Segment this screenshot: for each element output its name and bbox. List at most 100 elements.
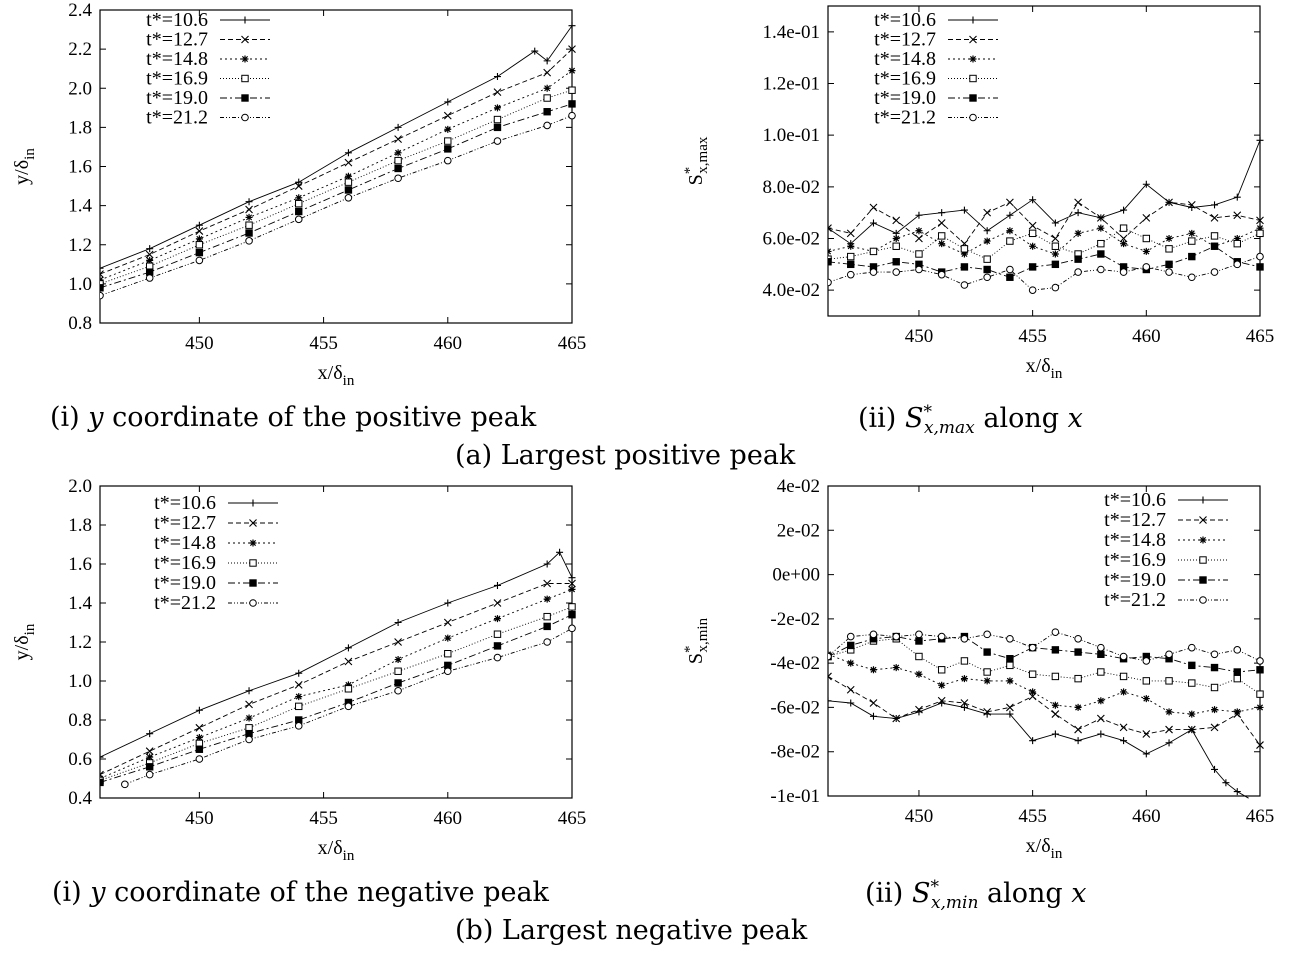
data-point xyxy=(195,227,204,235)
data-point xyxy=(1120,206,1128,214)
data-point xyxy=(100,291,104,300)
data-point xyxy=(1006,237,1014,245)
x-tick-label: 460 xyxy=(1132,326,1161,347)
data-point xyxy=(1074,648,1082,656)
series-t*=16.9 xyxy=(100,603,576,785)
y-tick-label: 1.8 xyxy=(68,515,92,536)
data-point xyxy=(983,255,991,263)
legend-entry: t*=19.0 xyxy=(874,87,998,109)
data-point xyxy=(1142,750,1150,758)
data-point xyxy=(1119,723,1128,732)
data-point xyxy=(394,679,402,687)
chart-b-ii-svg: -1e-01 -8e-02 -6e-02 -4e-02 -2e-02 0e+00 2e-02… xyxy=(682,476,1274,862)
legend-entry: t*=16.9 xyxy=(154,552,278,574)
data-point xyxy=(1256,136,1264,144)
data-point xyxy=(960,250,968,258)
data-point xyxy=(960,263,969,271)
legend-marker xyxy=(241,35,249,44)
data-point xyxy=(1233,674,1241,683)
data-point xyxy=(1142,247,1150,255)
data-point xyxy=(1074,674,1082,683)
legend-entry: t*=10.6 xyxy=(154,492,278,514)
caption-a-ii-sym: S xyxy=(904,403,924,434)
data-point xyxy=(543,108,551,116)
data-point xyxy=(1256,229,1264,238)
data-point xyxy=(1187,201,1196,209)
data-point xyxy=(543,84,551,92)
legend-entry: t*=14.8 xyxy=(154,532,278,554)
data-point xyxy=(1074,268,1082,276)
data-point xyxy=(394,135,402,144)
data-point xyxy=(1028,643,1037,652)
data-point xyxy=(1142,730,1151,738)
y-axis-label: S*x,min xyxy=(682,617,711,664)
legend-label: t*=14.8 xyxy=(874,48,936,70)
caption-b-i-var: y xyxy=(90,877,106,908)
legend-marker xyxy=(969,16,977,24)
data-point xyxy=(195,723,204,732)
data-point xyxy=(960,245,969,253)
data-point xyxy=(1142,263,1151,271)
legend-label: t*=16.9 xyxy=(146,68,208,90)
data-point xyxy=(1165,677,1173,685)
legend-marker xyxy=(969,113,977,122)
data-point xyxy=(195,745,204,753)
legend-marker xyxy=(1199,516,1207,524)
legend-marker xyxy=(241,16,249,24)
data-point xyxy=(847,242,855,250)
data-point xyxy=(960,675,968,683)
y-tick-label: 1.0 xyxy=(68,671,92,692)
data-point xyxy=(1074,209,1082,217)
data-point xyxy=(394,619,402,626)
data-point xyxy=(915,705,923,714)
legend-label: t*=16.9 xyxy=(1104,549,1166,571)
data-point xyxy=(915,630,923,639)
data-point xyxy=(1142,695,1150,703)
plot-frame xyxy=(827,5,1261,317)
data-point xyxy=(100,778,104,787)
data-point xyxy=(1097,650,1105,658)
data-point xyxy=(195,235,203,243)
series-line xyxy=(828,140,1261,245)
series-t*=19.0 xyxy=(100,611,576,787)
series-line xyxy=(100,103,573,289)
data-point xyxy=(869,666,877,674)
data-point xyxy=(543,68,552,77)
data-point xyxy=(892,242,900,250)
data-point xyxy=(245,237,253,245)
caption-a-i: (i) y coordinate of the positive peak xyxy=(50,402,536,433)
legend-marker xyxy=(241,94,249,102)
y-tick-label: 1.8 xyxy=(68,117,92,138)
series-t*=14.8 xyxy=(828,650,1264,718)
y-tick-label: 4e-02 xyxy=(777,476,820,497)
caption-a-i-var: y xyxy=(88,402,104,433)
legend-marker xyxy=(969,94,977,102)
legend-marker xyxy=(249,579,257,587)
data-point xyxy=(1210,663,1219,672)
series-t*=10.6 xyxy=(828,697,1249,799)
data-point xyxy=(847,260,855,269)
data-point xyxy=(295,194,303,202)
legend-entry: t*=21.2 xyxy=(154,592,278,614)
data-point xyxy=(1051,730,1059,738)
series-t*=19.0 xyxy=(100,100,576,292)
data-point xyxy=(394,638,402,646)
series-t*=21.2 xyxy=(828,252,1264,294)
data-point xyxy=(1074,737,1082,745)
data-point xyxy=(543,595,551,603)
data-point xyxy=(1165,650,1173,659)
series-t*=21.2 xyxy=(121,624,576,789)
legend-entry: t*=21.2 xyxy=(874,107,998,129)
data-point xyxy=(828,224,832,233)
data-point xyxy=(493,653,502,662)
data-point xyxy=(295,199,303,208)
data-point xyxy=(983,677,991,685)
x-tick-label: 450 xyxy=(905,806,934,827)
data-point xyxy=(1097,239,1105,248)
data-point xyxy=(1165,198,1173,207)
chart-b-i-svg: 0.4 0.6 0.8 1.0 1.2 1.4 1.6 1.8 2.0 450 455 460 465 x… xyxy=(11,476,586,864)
data-point xyxy=(294,215,303,224)
data-point xyxy=(245,221,253,229)
x-tick-label: 455 xyxy=(1018,806,1047,827)
y-tick-label: 2.4 xyxy=(68,0,92,21)
